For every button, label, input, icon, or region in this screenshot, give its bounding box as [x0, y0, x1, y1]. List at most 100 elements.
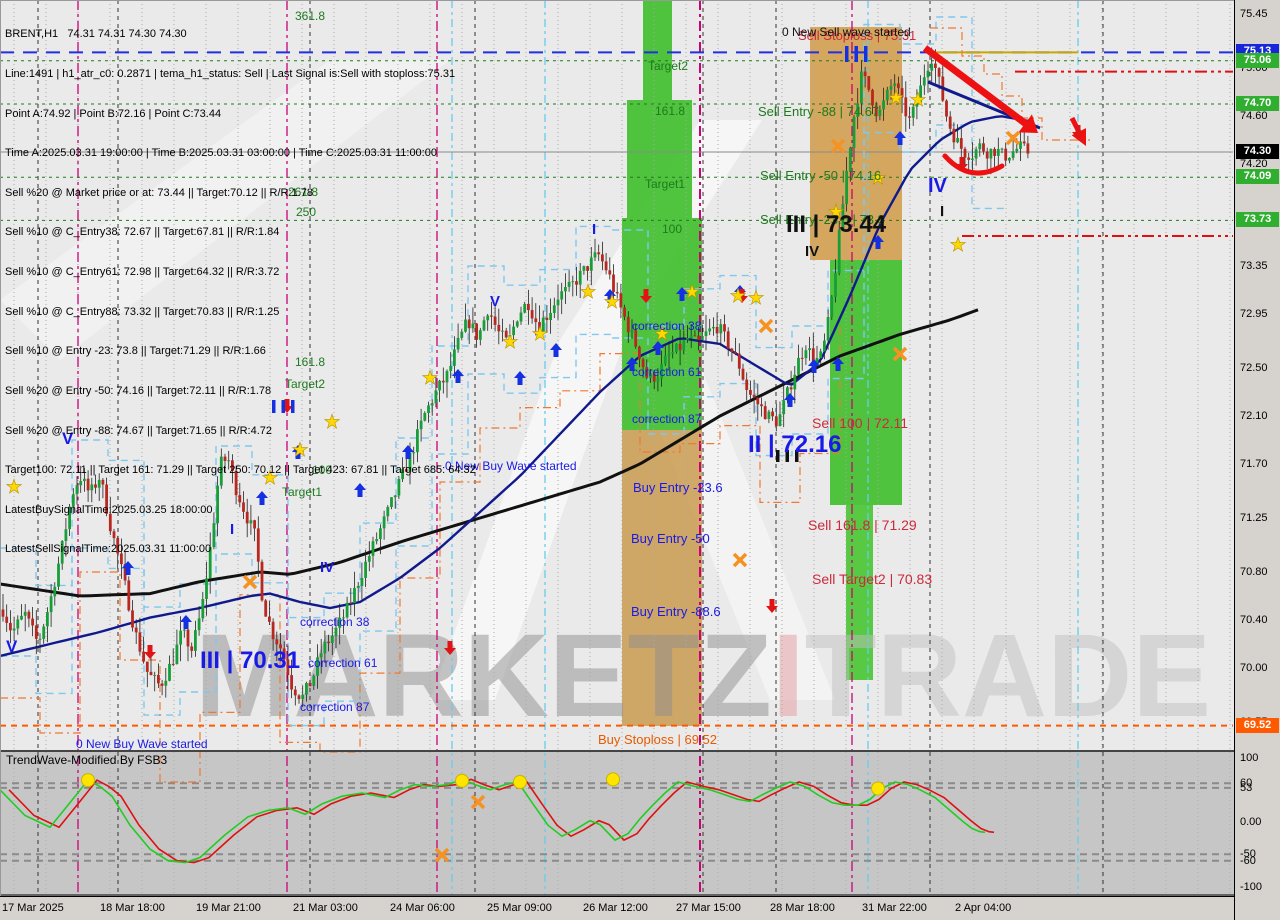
star-icon: ★	[653, 324, 670, 345]
star-icon: ★	[421, 368, 438, 389]
buy-arrow-icon	[550, 343, 562, 357]
chart-annotation: 0 New Sell wave started	[782, 25, 911, 39]
chart-annotation: V	[490, 293, 500, 310]
buy-arrow-icon	[514, 371, 526, 385]
price-zone	[627, 100, 692, 218]
chart-annotation: III | 73.44	[786, 211, 887, 238]
oscillator-axis-label: 100	[1240, 751, 1259, 764]
chart-annotation: Sell Entry -50 | 74.16	[760, 168, 881, 183]
oscillator-axis-label: -50	[1240, 848, 1256, 861]
time-axis-label: 25 Mar 09:00	[487, 902, 552, 914]
wave-count-bars	[785, 450, 789, 462]
star-icon: ★	[869, 168, 886, 189]
chart-annotation: IV	[320, 559, 334, 576]
x-mark-icon	[758, 318, 774, 334]
time-axis-label: 24 Mar 06:00	[390, 902, 455, 914]
chart-annotation: 161.8	[655, 104, 685, 118]
price-axis-label: 72.50	[1240, 362, 1268, 374]
price-axis-label: 70.00	[1240, 662, 1268, 674]
chart-annotation: III | 70.31	[200, 647, 300, 674]
chart-annotation: Sell Target2 | 70.83	[812, 571, 932, 587]
chart-annotation: Sell Entry -88 | 74.67	[758, 104, 879, 119]
price-axis-label: 75.45	[1240, 8, 1268, 20]
wave-count-bars	[291, 400, 295, 413]
buy-arrow-icon	[626, 357, 638, 371]
chart-annotation: correction 61	[308, 656, 378, 670]
price-axis[interactable]: 75.45 75.00 74.60 74.20 73.35 72.95 72.50 72.10…	[1234, 0, 1280, 920]
price-axis-label: 71.25	[1240, 512, 1268, 524]
chart-annotation: Sell Stoploss | 75.31	[798, 28, 916, 43]
wave-count-bars	[795, 450, 799, 462]
wave-count-bars	[281, 400, 285, 413]
red-swoosh-arrow	[942, 153, 1005, 176]
x-mark-icon	[732, 552, 748, 568]
x-mark-icon	[242, 574, 258, 590]
time-axis-label: 27 Mar 15:00	[676, 902, 741, 914]
chart-annotation: Buy Entry -50	[631, 531, 710, 546]
price-badge: 74.09	[1236, 169, 1279, 185]
chart-annotation: 250	[296, 205, 316, 219]
oscillator-axis-label: 0.00	[1240, 816, 1262, 828]
buy-arrow-icon	[872, 235, 884, 249]
chart-canvas[interactable]: MARKETZITRADE★ ★★★★★ ★★ ★★★ ★ ★★★★ ★★361.8Targ…	[0, 0, 1234, 896]
chart-annotation: 161.8	[295, 355, 325, 369]
chart-annotation: Sell 100 | 72.11	[812, 415, 908, 431]
buy-arrow-icon	[832, 357, 844, 371]
chart-annotation: I	[592, 221, 596, 238]
buy-arrow-icon	[354, 483, 366, 497]
star-icon: ★	[531, 324, 548, 345]
sell-arrow-icon	[736, 289, 748, 303]
time-axis[interactable]: 17 Mar 2025 18 Mar 18:00 19 Mar 21:00 21 Ma…	[0, 896, 1234, 920]
x-mark-icon	[1005, 130, 1021, 146]
sell-arrow-icon	[444, 641, 456, 655]
wave-count-bars	[272, 400, 276, 413]
chart-annotation: II | 72.16	[748, 431, 841, 458]
oscillator-layer	[0, 772, 995, 864]
star-icon: ★	[261, 468, 278, 489]
buy-arrow-icon	[180, 615, 192, 629]
time-axis-label: 17 Mar 2025	[2, 902, 64, 914]
oscillator-signal-dot	[871, 781, 885, 796]
star-icon: ★	[747, 288, 764, 309]
price-axis-label: 72.10	[1240, 410, 1268, 422]
time-axis-label: 19 Mar 21:00	[196, 902, 261, 914]
price-axis-label: 73.35	[1240, 260, 1268, 272]
oscillator-signal-dot	[513, 775, 527, 790]
chart-annotation: Buy Entry -23.6	[633, 480, 723, 495]
star-icon: ★	[683, 282, 700, 303]
sell-arrow-icon	[766, 599, 778, 613]
time-axis-label: 31 Mar 22:00	[862, 902, 927, 914]
star-icon: ★	[729, 286, 746, 307]
price-axis-label: 70.80	[1240, 566, 1268, 578]
star-icon: ★	[5, 477, 22, 498]
chart-annotation: correction 38	[632, 319, 702, 333]
chart-background	[0, 0, 1234, 896]
chart-annotations: 361.8 Target2 161.8 Target1 100 261.8 250 161.8…	[6, 9, 948, 751]
star-icon: ★	[827, 202, 844, 223]
chart-annotation: Buy Stoploss | 69.52	[598, 732, 717, 747]
chart-annotation: V	[6, 637, 18, 656]
chart-annotation: I	[230, 521, 234, 538]
buy-arrow-icon	[784, 393, 796, 407]
wave-count-bars	[845, 46, 849, 62]
star-icon: ★	[603, 292, 620, 313]
star-icon: ★	[291, 440, 308, 461]
wave-count-bars	[864, 46, 868, 62]
price-zone	[830, 260, 902, 505]
price-axis-label: 71.70	[1240, 458, 1268, 470]
chart-annotation: Sell Entry -23.6 | 73.8	[760, 212, 885, 227]
chart-annotation: correction 61	[632, 365, 702, 379]
tema-ma-line	[0, 115, 1033, 658]
buy-arrow-icon	[292, 445, 304, 459]
price-axis-label: 70.40	[1240, 614, 1268, 626]
chart-annotation: Target1	[282, 485, 322, 499]
red-arrow[interactable]	[922, 45, 1031, 129]
price-zone	[622, 430, 702, 726]
buy-arrow-icon	[256, 491, 268, 505]
price-badge: 74.70	[1236, 96, 1279, 111]
price-zone	[810, 27, 902, 260]
x-mark-icon	[892, 346, 908, 362]
wave-count-bars	[854, 46, 858, 62]
buy-arrow-icon	[652, 341, 664, 355]
